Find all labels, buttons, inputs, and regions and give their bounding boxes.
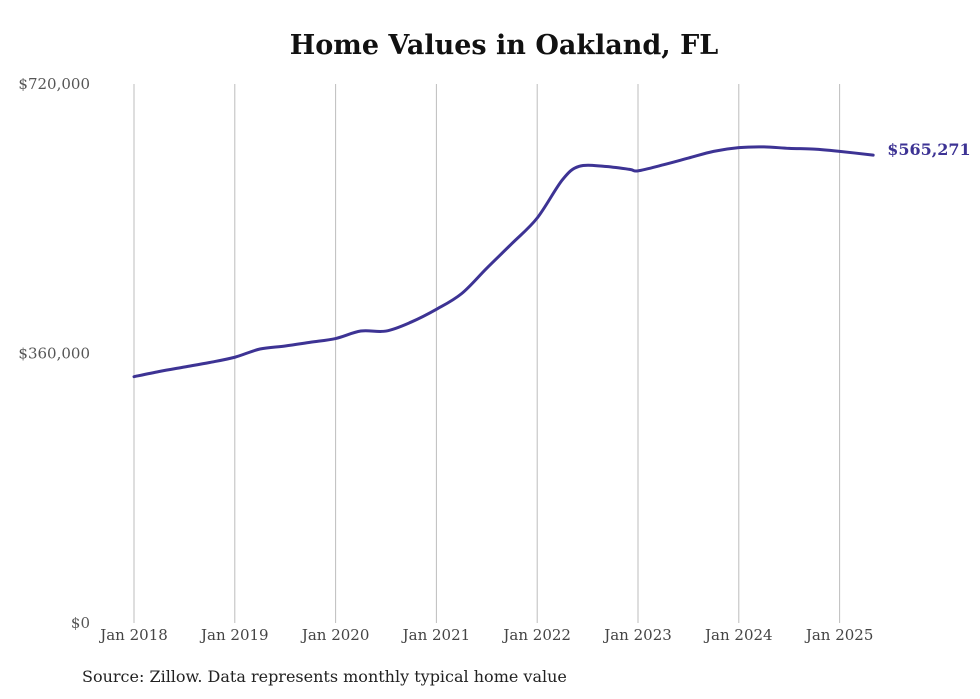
grid-layer <box>133 84 841 623</box>
x-tick-label: Jan 2022 <box>501 626 571 644</box>
source-note: Source: Zillow. Data represents monthly … <box>82 667 567 686</box>
x-tick-label: Jan 2019 <box>199 626 269 644</box>
end-value-label: $565,271 <box>887 140 971 159</box>
y-tick-label: $360,000 <box>18 345 90 363</box>
x-tick-label: Jan 2020 <box>300 626 370 644</box>
x-tick-label: Jan 2023 <box>602 626 672 644</box>
x-tick-label: Jan 2025 <box>804 626 874 644</box>
x-tick-label: Jan 2024 <box>703 626 773 644</box>
y-axis-ticks: $0 $360,000 $720,000 <box>18 75 90 632</box>
series-line <box>132 145 875 379</box>
chart-title: Home Values in Oakland, FL <box>289 30 719 61</box>
y-tick-label: $0 <box>71 614 90 632</box>
x-tick-label: Jan 2021 <box>401 626 471 644</box>
y-tick-label: $720,000 <box>18 75 90 93</box>
series-layer <box>132 145 875 379</box>
x-tick-label: Jan 2018 <box>98 626 168 644</box>
label-layer: $565,271 <box>887 140 971 159</box>
x-axis-ticks: Jan 2018 Jan 2019 Jan 2020 Jan 2021 Jan 2022… <box>98 626 873 644</box>
